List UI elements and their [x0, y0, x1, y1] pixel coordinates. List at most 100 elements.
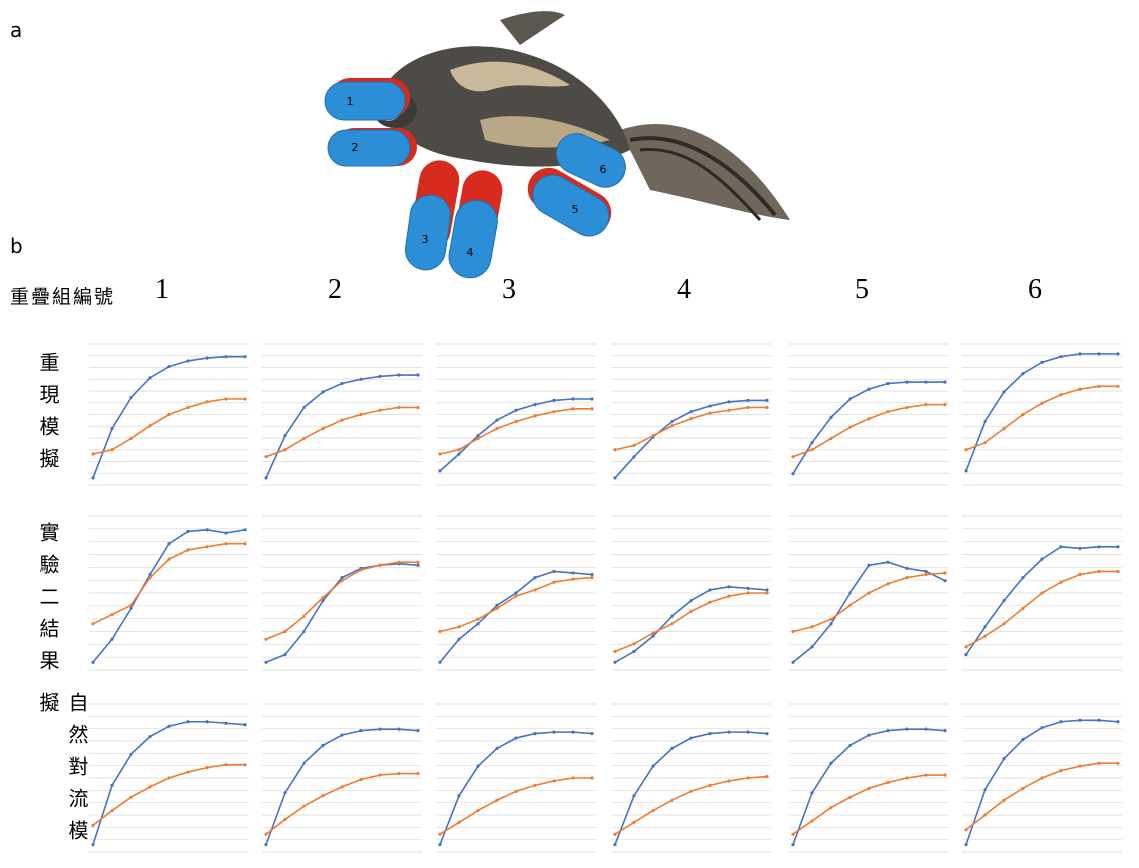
- data-point: [533, 414, 537, 418]
- data-point: [708, 411, 712, 415]
- data-point: [378, 408, 382, 412]
- data-point: [476, 808, 480, 813]
- data-point: [1040, 591, 1044, 595]
- series-line: [792, 774, 945, 835]
- body-part-label: 6: [600, 163, 607, 176]
- column-number: 6: [1028, 274, 1042, 305]
- data-point: [689, 410, 693, 414]
- data-point: [670, 424, 674, 428]
- data-point: [514, 591, 518, 595]
- data-point: [340, 785, 344, 789]
- data-point: [148, 424, 152, 428]
- chart-panel: [89, 515, 249, 671]
- data-point: [416, 560, 420, 564]
- data-point: [416, 405, 420, 410]
- panel-label: a: [10, 18, 23, 42]
- data-point: [495, 603, 499, 607]
- body-part-markers: [324, 78, 626, 279]
- chart-panel: [789, 515, 949, 671]
- data-point: [943, 403, 947, 407]
- data-point: [791, 843, 795, 847]
- data-point: [302, 436, 306, 441]
- chart-panel: [962, 703, 1122, 853]
- data-point: [1002, 427, 1006, 431]
- data-point: [110, 783, 114, 787]
- data-point: [302, 629, 306, 634]
- data-point: [810, 441, 814, 445]
- data-point: [1021, 606, 1025, 610]
- data-point: [302, 614, 306, 618]
- data-point: [867, 591, 871, 595]
- data-point: [708, 732, 712, 736]
- series-line: [92, 529, 246, 663]
- data-point: [321, 599, 325, 603]
- column-number: 2: [328, 274, 342, 305]
- data-point: [224, 355, 228, 359]
- data-point: [1059, 580, 1063, 584]
- data-point: [924, 727, 928, 731]
- data-point: [886, 582, 890, 586]
- data-point: [378, 773, 382, 777]
- data-point: [243, 723, 247, 727]
- data-point: [243, 763, 247, 767]
- series-line: [265, 406, 418, 458]
- data-point: [495, 418, 499, 422]
- data-point: [746, 586, 750, 590]
- data-point: [552, 569, 556, 574]
- data-point: [148, 576, 152, 580]
- series-line: [965, 762, 1118, 831]
- data-point: [1097, 384, 1101, 388]
- data-point: [552, 730, 556, 734]
- data-point: [590, 776, 594, 780]
- data-point: [264, 832, 268, 836]
- data-point: [765, 591, 769, 595]
- series-line: [92, 763, 245, 826]
- data-point: [1040, 360, 1044, 364]
- data-point: [1097, 718, 1101, 722]
- data-point: [243, 355, 247, 359]
- data-point: [264, 660, 268, 664]
- data-point: [943, 380, 947, 384]
- data-point: [457, 625, 461, 629]
- data-point: [495, 606, 499, 610]
- data-point: [670, 746, 674, 750]
- data-point: [129, 395, 133, 400]
- data-point: [1078, 546, 1082, 550]
- data-point: [810, 625, 814, 629]
- data-point: [886, 410, 890, 414]
- row-label: 重現模擬: [36, 352, 60, 480]
- series-line: [965, 353, 1118, 472]
- data-point: [1097, 352, 1101, 356]
- data-point: [1078, 352, 1082, 356]
- row-label: 自然對流模擬: [36, 692, 89, 852]
- data-point: [689, 736, 693, 740]
- data-point: [438, 832, 442, 836]
- data-point: [983, 813, 987, 817]
- data-point: [283, 817, 287, 822]
- data-point: [533, 588, 537, 592]
- data-point: [359, 568, 363, 572]
- data-point: [1040, 557, 1044, 561]
- data-point: [964, 645, 968, 649]
- data-point: [964, 828, 968, 832]
- data-point: [964, 843, 968, 847]
- data-point: [1059, 720, 1063, 724]
- data-point: [91, 823, 95, 827]
- body-part-label: 4: [467, 246, 474, 259]
- data-point: [91, 843, 95, 847]
- data-point: [1021, 372, 1025, 376]
- data-point: [765, 774, 769, 779]
- data-point: [886, 560, 890, 564]
- data-point: [886, 780, 890, 785]
- series-line: [92, 355, 245, 479]
- data-point: [867, 417, 871, 421]
- data-point: [829, 415, 833, 419]
- chart-panel: [436, 343, 596, 486]
- data-point: [167, 776, 171, 780]
- data-point: [438, 660, 442, 664]
- column-number: 4: [677, 274, 691, 305]
- data-point: [746, 591, 750, 595]
- data-point: [765, 588, 769, 592]
- data-point: [1078, 387, 1082, 391]
- data-point: [590, 407, 594, 411]
